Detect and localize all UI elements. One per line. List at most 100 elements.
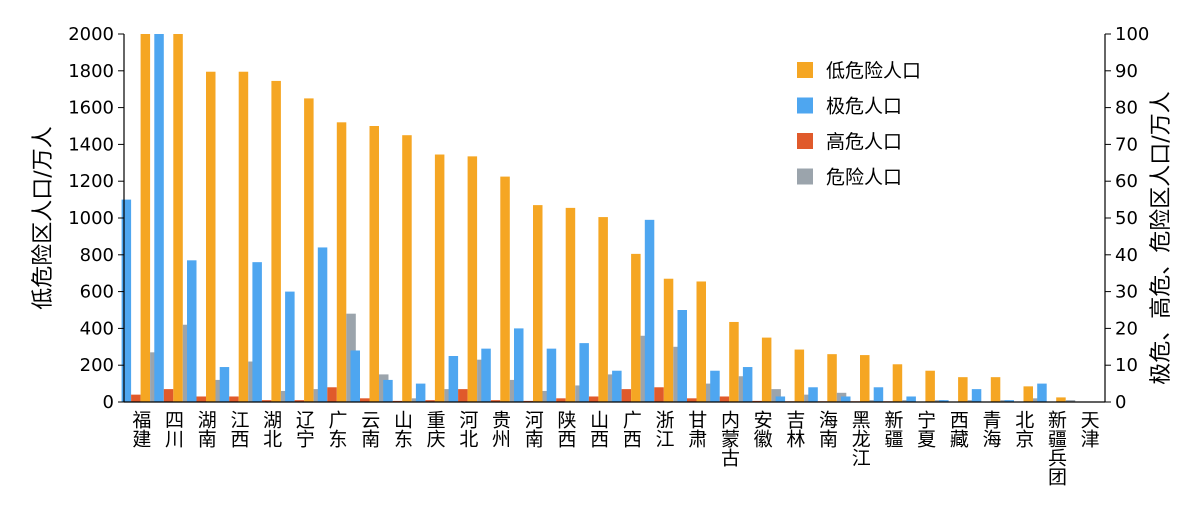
bar-低危险人口-新疆兵团 xyxy=(1056,397,1066,402)
category-label: 天津 xyxy=(1078,410,1100,448)
category-label: 北京 xyxy=(1012,410,1034,449)
bar-低危险人口-海南 xyxy=(827,354,837,402)
bar-低危险人口-陕西 xyxy=(565,207,576,402)
category-label: 贵州 xyxy=(489,410,511,448)
category-label: 湖南 xyxy=(195,410,217,448)
y2-tick-label: 10 xyxy=(1115,355,1138,376)
bar-极危人口-海南 xyxy=(808,387,818,402)
bar-高危人口-浙江 xyxy=(654,387,664,402)
bar-极危人口-山西 xyxy=(579,343,589,402)
category-label: 新疆 xyxy=(881,410,903,448)
category-label: 河南 xyxy=(522,410,544,448)
category-label: 云南 xyxy=(358,410,380,448)
category-label: 新疆兵团 xyxy=(1045,410,1067,486)
bar-极危人口-西藏 xyxy=(939,400,949,402)
bar-极危人口-内蒙古 xyxy=(710,370,720,402)
bar-极危人口-河南 xyxy=(514,328,524,402)
bar-低危险人口-青海 xyxy=(990,377,1001,402)
bar-极危人口-贵州 xyxy=(481,348,491,402)
legend-swatch xyxy=(797,133,813,149)
category-label: 浙江 xyxy=(653,410,675,448)
bar-低危险人口-河南 xyxy=(533,205,543,402)
category-label: 广东 xyxy=(326,410,348,448)
bar-低危险人口-河北 xyxy=(467,156,478,402)
category-label: 四川 xyxy=(162,410,184,448)
category-label: 湖北 xyxy=(260,410,282,448)
bar-高危人口-广东 xyxy=(327,387,337,402)
bar-高危人口-云南 xyxy=(360,398,370,402)
y-tick-label: 800 xyxy=(80,245,114,266)
bar-高危人口-内蒙古 xyxy=(719,396,730,402)
bar-极危人口-重庆 xyxy=(415,383,426,402)
legend-label: 极危人口 xyxy=(826,96,902,118)
bar-低危险人口-安徽 xyxy=(761,337,772,402)
category-label: 辽宁 xyxy=(293,410,315,448)
bar-高危人口-陕西 xyxy=(556,398,566,402)
bar-低危险人口-广东 xyxy=(336,122,347,402)
category-label: 福建 xyxy=(129,410,151,448)
bar-高危人口-河北 xyxy=(458,389,468,402)
bar-低危险人口-山西 xyxy=(598,217,608,402)
bar-低危险人口-黑龙江 xyxy=(860,355,870,402)
bar-极危人口-甘肃 xyxy=(677,310,687,402)
y2-tick-label: 80 xyxy=(1115,98,1138,119)
ticks-group: 0 200 400 600 800 1000 1200 1400 1600 1800 2000 0 10… xyxy=(68,24,1149,413)
category-label: 宁夏 xyxy=(914,410,936,448)
y2-tick-label: 90 xyxy=(1115,61,1138,82)
category-label: 黑龙江 xyxy=(849,410,871,467)
category-label: 山东 xyxy=(391,410,413,448)
bar-低危险人口-四川 xyxy=(173,34,183,402)
bar-低危险人口-山东 xyxy=(402,135,412,402)
category-label: 吉林 xyxy=(783,410,805,448)
bar-高危人口-湖南 xyxy=(196,396,206,402)
bar-极危人口-宁夏 xyxy=(906,396,916,402)
category-labels: 福建 四川 湖南 江西 湖北 辽宁 广东 云南 山东 重庆 河北 贵州 河南 陕西 山西 广西 浙江 甘肃 内蒙古安… xyxy=(129,410,1099,486)
bar-高危人口-辽宁 xyxy=(294,400,305,402)
category-label: 河北 xyxy=(456,410,478,448)
y2-tick-label: 60 xyxy=(1115,171,1138,192)
y2-axis-title: 极危、高危、危险区人口/万人 xyxy=(1149,91,1174,384)
category-label: 广西 xyxy=(620,410,642,448)
category-label: 陕西 xyxy=(554,410,576,448)
bar-极危人口-辽宁 xyxy=(285,291,295,402)
y2-tick-label: 100 xyxy=(1115,24,1149,45)
bar-高危人口-广西 xyxy=(621,389,632,402)
bar-极危人口-福建 xyxy=(121,199,132,402)
category-label: 青海 xyxy=(980,410,1002,448)
bar-极危人口-云南 xyxy=(350,350,360,402)
bar-极危人口-江西 xyxy=(219,367,230,402)
legend-swatch xyxy=(797,168,813,185)
bar-低危险人口-湖北 xyxy=(271,80,281,403)
bar-极危人口-湖北 xyxy=(252,262,262,402)
bar-高危人口-江西 xyxy=(229,396,239,402)
y2-tick-label: 70 xyxy=(1115,134,1138,155)
bars-group xyxy=(121,34,1076,403)
bar-极危人口-安徽 xyxy=(742,367,753,402)
y2-tick-label: 30 xyxy=(1115,282,1138,303)
bar-极危人口-新疆 xyxy=(873,387,884,402)
y2-tick-label: 40 xyxy=(1115,245,1138,266)
y-tick-label: 1800 xyxy=(68,61,114,82)
y2-tick-label: 0 xyxy=(1115,392,1126,413)
y2-tick-label: 20 xyxy=(1115,318,1138,339)
bar-极危人口-浙江 xyxy=(644,219,655,402)
bar-低危险人口-吉林 xyxy=(794,349,805,402)
y-tick-label: 2000 xyxy=(68,24,114,45)
bar-低危险人口-重庆 xyxy=(434,154,445,402)
bar-危险人口-安徽 xyxy=(771,389,781,402)
axes-group xyxy=(123,34,1106,403)
bar-极危人口-河北 xyxy=(448,356,459,402)
bar-极危人口-湖南 xyxy=(187,260,197,402)
category-label: 山西 xyxy=(587,410,609,448)
bar-低危险人口-北京 xyxy=(1023,386,1033,402)
legend-swatch xyxy=(797,62,813,78)
bar-极危人口-山东 xyxy=(383,379,393,402)
bar-高危人口-重庆 xyxy=(425,400,435,402)
bar-极危人口-广东 xyxy=(317,247,328,402)
y-tick-label: 400 xyxy=(80,318,114,339)
bar-极危人口-四川 xyxy=(154,34,164,402)
bar-低危险人口-贵州 xyxy=(500,176,510,402)
bar-低危险人口-江西 xyxy=(238,71,249,402)
